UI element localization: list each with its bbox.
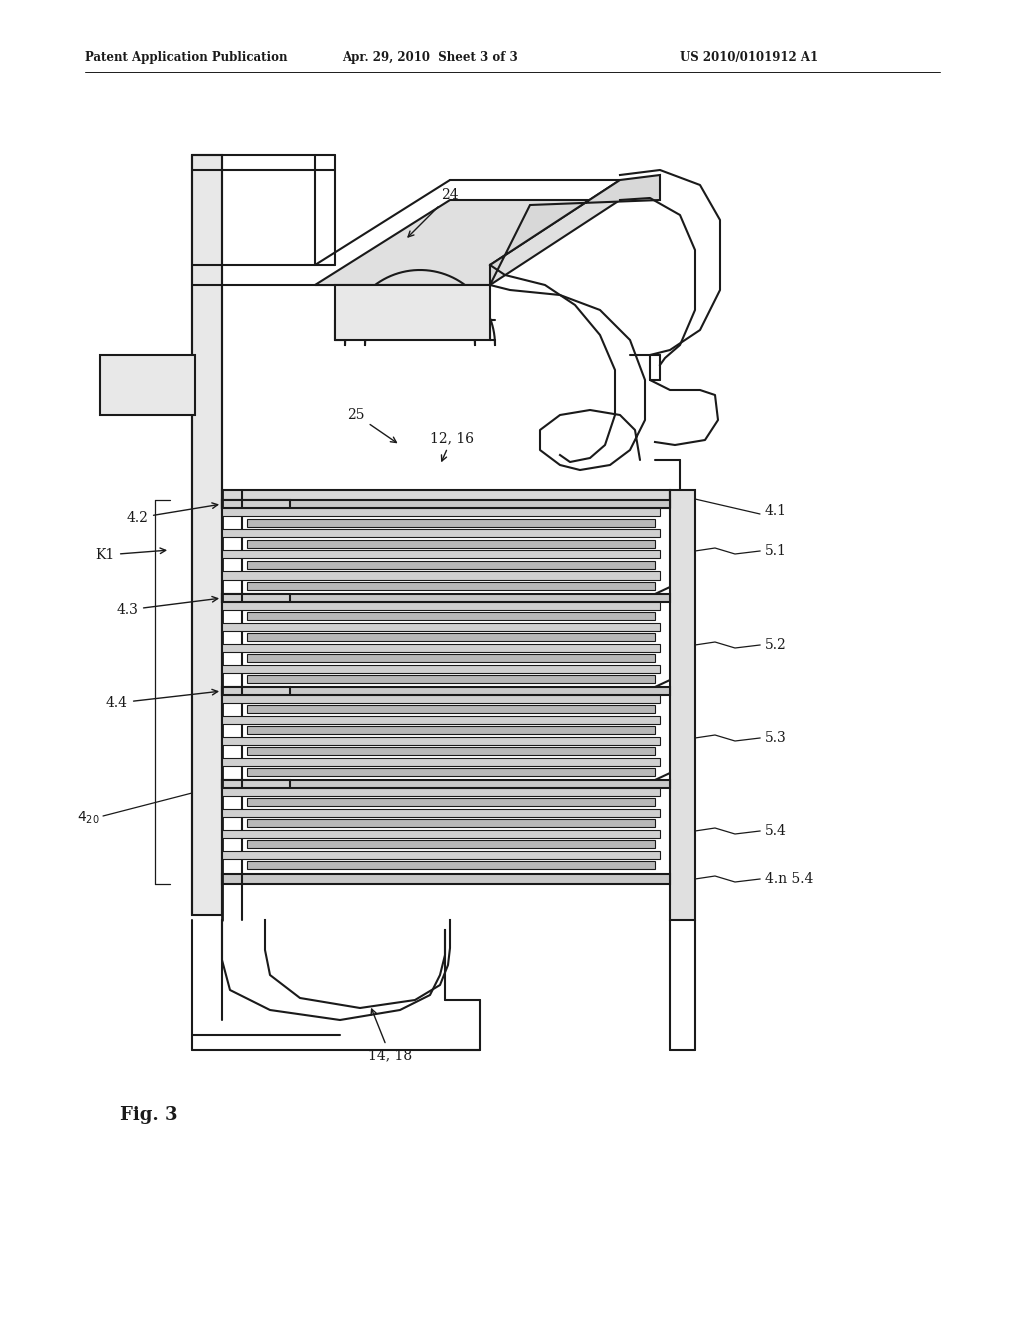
Text: 25: 25: [347, 408, 396, 442]
Bar: [247, 582, 655, 590]
Bar: [222, 594, 290, 602]
Text: 12, 16: 12, 16: [430, 432, 474, 461]
Bar: [222, 788, 660, 796]
Text: 14, 18: 14, 18: [368, 1008, 412, 1063]
Text: 4.3: 4.3: [116, 597, 218, 616]
Bar: [222, 737, 660, 744]
Bar: [247, 655, 655, 663]
Text: Patent Application Publication: Patent Application Publication: [85, 51, 288, 65]
Text: Apr. 29, 2010  Sheet 3 of 3: Apr. 29, 2010 Sheet 3 of 3: [342, 51, 518, 65]
Polygon shape: [490, 176, 660, 285]
Bar: [222, 594, 670, 602]
Bar: [222, 830, 660, 838]
Bar: [193, 154, 222, 915]
Bar: [222, 715, 660, 723]
Text: Fig. 3: Fig. 3: [120, 1106, 177, 1125]
Bar: [222, 550, 660, 558]
Text: 4.4: 4.4: [106, 689, 218, 710]
Bar: [247, 861, 655, 869]
Text: 5.2: 5.2: [765, 638, 786, 652]
Bar: [247, 675, 655, 684]
Bar: [222, 696, 660, 704]
Bar: [247, 799, 655, 807]
Bar: [670, 490, 695, 920]
Bar: [222, 780, 290, 788]
Text: 5.1: 5.1: [765, 544, 786, 558]
Bar: [247, 841, 655, 849]
Bar: [247, 612, 655, 620]
Bar: [222, 758, 660, 766]
Bar: [247, 519, 655, 527]
Bar: [335, 285, 490, 341]
Bar: [222, 809, 660, 817]
Bar: [222, 529, 660, 537]
Bar: [100, 355, 195, 414]
Bar: [247, 820, 655, 828]
Bar: [222, 644, 660, 652]
Bar: [247, 747, 655, 755]
Text: 4.n 5.4: 4.n 5.4: [765, 873, 813, 886]
Polygon shape: [315, 201, 620, 285]
Text: 4.2: 4.2: [126, 503, 218, 525]
Bar: [222, 780, 670, 788]
Bar: [247, 705, 655, 714]
Bar: [222, 686, 670, 696]
Text: 5.3: 5.3: [765, 731, 786, 744]
Bar: [247, 634, 655, 642]
Bar: [222, 665, 660, 673]
Bar: [247, 768, 655, 776]
Text: K1: K1: [96, 548, 166, 562]
Bar: [222, 572, 660, 579]
Bar: [222, 500, 290, 508]
Bar: [247, 561, 655, 569]
Bar: [247, 540, 655, 548]
Bar: [222, 623, 660, 631]
Text: 24: 24: [408, 187, 459, 236]
Bar: [222, 490, 670, 508]
Bar: [222, 508, 660, 516]
Text: US 2010/0101912 A1: US 2010/0101912 A1: [680, 51, 818, 65]
Bar: [222, 850, 660, 859]
Bar: [222, 874, 670, 884]
Bar: [222, 500, 670, 508]
Bar: [247, 726, 655, 734]
Text: 5.4: 5.4: [765, 824, 786, 838]
Bar: [222, 686, 290, 696]
Text: $4_{20}$: $4_{20}$: [78, 809, 100, 826]
Bar: [222, 602, 660, 610]
Text: 4.1: 4.1: [765, 504, 787, 517]
